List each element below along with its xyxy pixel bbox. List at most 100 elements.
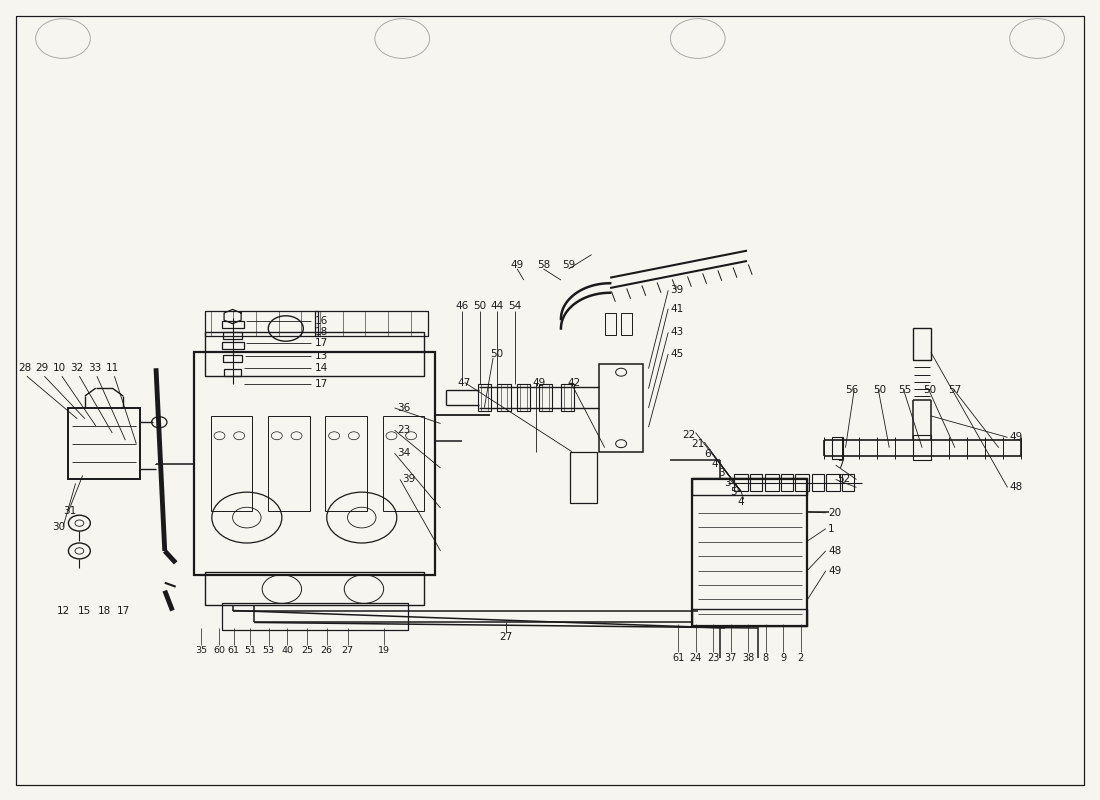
Text: 38: 38 — [742, 653, 755, 663]
Bar — [764, 474, 779, 491]
Text: 49: 49 — [828, 566, 842, 576]
Bar — [383, 416, 425, 511]
Text: 59: 59 — [562, 260, 575, 270]
Text: 20: 20 — [828, 508, 842, 518]
Bar — [497, 384, 510, 411]
Text: 47: 47 — [456, 378, 470, 387]
Text: 27: 27 — [499, 632, 513, 642]
Text: 50: 50 — [473, 302, 486, 311]
Text: 8: 8 — [762, 653, 769, 663]
Text: 16: 16 — [315, 315, 328, 326]
Text: 21: 21 — [691, 439, 704, 450]
Text: 24: 24 — [690, 653, 702, 663]
Bar — [781, 474, 793, 491]
Bar — [843, 474, 855, 491]
Bar — [913, 435, 931, 460]
Bar — [605, 313, 616, 335]
Bar — [517, 384, 530, 411]
Text: 58: 58 — [537, 260, 550, 270]
Circle shape — [670, 18, 725, 58]
Circle shape — [35, 18, 90, 58]
Text: 34: 34 — [397, 448, 410, 458]
Text: 37: 37 — [725, 653, 737, 663]
Text: 33: 33 — [88, 363, 101, 374]
Bar — [222, 322, 243, 329]
Text: 7: 7 — [837, 460, 844, 470]
Text: 9: 9 — [780, 653, 786, 663]
Text: 54: 54 — [508, 302, 521, 311]
Text: 35: 35 — [195, 646, 207, 654]
Text: 55: 55 — [898, 385, 911, 394]
Bar — [561, 384, 574, 411]
Bar — [826, 474, 840, 491]
Text: 27: 27 — [341, 646, 353, 654]
Circle shape — [375, 18, 430, 58]
Text: 56: 56 — [846, 385, 859, 394]
Text: 17: 17 — [315, 338, 328, 348]
Text: 40: 40 — [282, 646, 294, 654]
Text: 18: 18 — [98, 606, 111, 615]
Bar — [692, 479, 807, 626]
Bar — [812, 474, 824, 491]
Bar — [222, 342, 243, 349]
Bar — [750, 474, 762, 491]
Text: 60: 60 — [213, 646, 226, 654]
Text: 61: 61 — [228, 646, 240, 654]
Text: 3: 3 — [718, 468, 725, 478]
Text: 14: 14 — [315, 363, 328, 374]
Text: 4: 4 — [712, 458, 718, 469]
Text: 43: 43 — [670, 327, 683, 338]
Text: 17: 17 — [315, 379, 328, 389]
Text: 26: 26 — [321, 646, 332, 654]
Bar — [223, 354, 242, 362]
Text: 22: 22 — [682, 430, 695, 440]
Bar — [68, 408, 140, 479]
Text: 30: 30 — [52, 522, 65, 532]
Bar — [223, 332, 242, 339]
Text: 32: 32 — [70, 363, 84, 374]
Bar — [734, 474, 748, 491]
Text: 49: 49 — [1010, 432, 1023, 442]
Text: 49: 49 — [532, 378, 546, 387]
Text: 39: 39 — [403, 474, 416, 485]
Text: 53: 53 — [263, 646, 275, 654]
Text: 42: 42 — [568, 378, 581, 387]
Bar — [195, 352, 436, 574]
Bar — [692, 609, 807, 626]
Bar — [539, 384, 552, 411]
Text: 57: 57 — [948, 385, 961, 394]
Text: 23: 23 — [397, 425, 410, 435]
Circle shape — [1010, 18, 1065, 58]
Text: 61: 61 — [672, 653, 684, 663]
Text: 6: 6 — [704, 449, 711, 459]
Text: 3: 3 — [724, 478, 730, 488]
Text: 19: 19 — [377, 646, 389, 654]
Text: 41: 41 — [670, 304, 683, 314]
Text: 25: 25 — [301, 646, 314, 654]
Bar — [315, 311, 428, 337]
Text: 15: 15 — [78, 606, 91, 615]
Text: 50: 50 — [923, 385, 936, 394]
Text: 2: 2 — [798, 653, 804, 663]
Text: 50: 50 — [873, 385, 886, 394]
Text: 4: 4 — [737, 497, 744, 506]
Text: 29: 29 — [35, 363, 48, 374]
Bar — [206, 333, 425, 376]
Bar — [795, 474, 810, 491]
Text: 13: 13 — [315, 350, 328, 361]
Text: 52: 52 — [837, 474, 850, 485]
Bar — [268, 416, 309, 511]
Text: 17: 17 — [117, 606, 130, 615]
Bar — [206, 311, 318, 337]
Text: 1: 1 — [828, 524, 835, 534]
Bar — [692, 478, 807, 495]
Text: 18: 18 — [315, 327, 328, 338]
Text: 51: 51 — [244, 646, 256, 654]
Text: 36: 36 — [397, 403, 410, 413]
Bar — [833, 437, 844, 458]
Text: 12: 12 — [56, 606, 69, 615]
Text: 44: 44 — [491, 302, 504, 311]
Text: 39: 39 — [670, 286, 683, 295]
Bar — [913, 329, 931, 360]
Bar — [222, 603, 408, 630]
